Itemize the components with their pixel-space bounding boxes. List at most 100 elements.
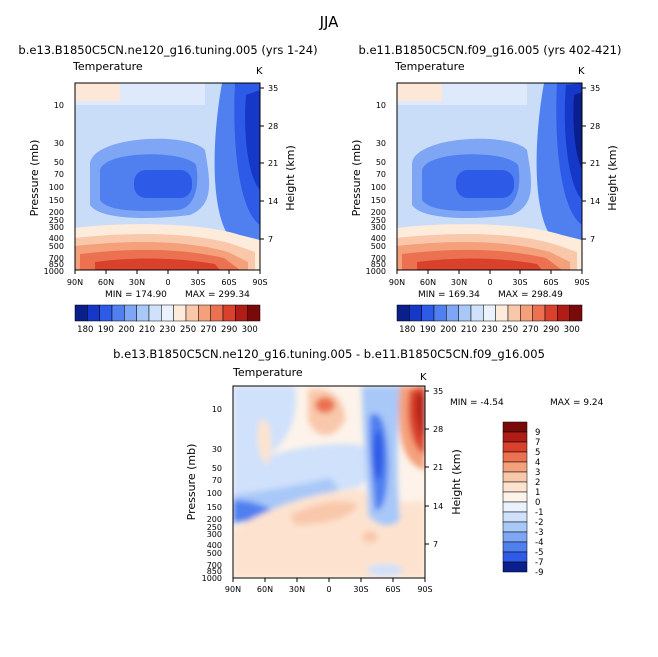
colorbar-swatch — [502, 521, 528, 533]
colorbar-label: 290 — [221, 325, 237, 335]
x-tick: 90N — [225, 578, 241, 594]
colorbar-swatch — [502, 501, 528, 513]
colorbar-swatch — [87, 304, 100, 322]
y2-axis-ticks: 35 28 21 14 7 — [582, 84, 600, 244]
colorbar-swatch — [421, 304, 435, 322]
panel-title: b.e11.B1850C5CN.f09_g16.005 (yrs 402-421… — [359, 43, 622, 57]
colorbar-label: 5 — [535, 448, 540, 458]
troposphere-warm-5 — [417, 258, 542, 270]
colorbar-swatch — [532, 304, 546, 322]
y2-tick-label: 7 — [433, 540, 438, 549]
polar-coldest-core — [573, 92, 582, 170]
colorbar-label: 7 — [535, 438, 540, 448]
colorbar-swatch — [458, 304, 472, 322]
colorbar-label: 2 — [535, 478, 540, 488]
y-axis-label: Pressure (mb) — [28, 140, 41, 217]
y-tick-label: 70 — [54, 170, 64, 179]
y2-tick-label: 7 — [268, 235, 273, 244]
y-tick-label: 10 — [212, 405, 222, 414]
y2-tick-label: 7 — [590, 235, 595, 244]
x-tick: 0 — [326, 578, 332, 594]
colorbar-label: 300 — [564, 325, 580, 335]
y2-axis-label: Height (km) — [284, 145, 297, 211]
colorbar-label: -9 — [535, 568, 543, 578]
min-value: MIN = 174.90 — [105, 290, 167, 300]
colorbar-swatch — [502, 551, 528, 563]
colorbar-label: 180 — [77, 325, 93, 335]
y-tick-label: 10 — [376, 101, 386, 110]
y-tick-label: 400 — [207, 541, 222, 550]
y-axis-ticks: 10 30 50 70 100 150 200 250 300 400 500 … — [202, 405, 222, 583]
colorbar-label: 9 — [535, 428, 540, 438]
y-tick-label: 30 — [212, 445, 222, 454]
colorbar-swatch — [247, 304, 261, 322]
y-tick-label: 150 — [371, 196, 386, 205]
colorbar-label: 190 — [420, 325, 436, 335]
x-tick-label: 60N — [98, 278, 114, 287]
x-tick-label: 30N — [289, 585, 305, 594]
y-tick-label: 500 — [371, 242, 386, 251]
colorbar-swatch — [502, 461, 528, 473]
panel-model-b: b.e11.B1850C5CN.f09_g16.005 (yrs 402-421… — [350, 43, 621, 335]
y-axis-label: Pressure (mb) — [350, 140, 363, 217]
colorbar-swatch — [396, 304, 410, 322]
y-tick-label: 30 — [376, 139, 386, 148]
colorbar-label: 1 — [535, 488, 540, 498]
x-tick: 30N — [451, 270, 467, 287]
colorbar-label: 3 — [535, 468, 540, 478]
colorbar-label: 0 — [535, 498, 540, 508]
colorbar-label: -3 — [535, 528, 543, 538]
y2-tick-label: 35 — [433, 387, 443, 396]
colorbar-label: 250 — [180, 325, 196, 335]
y-tick-label: 700 — [371, 254, 386, 263]
y-tick-label: 850 — [371, 260, 386, 269]
units-label: K — [256, 66, 263, 77]
y-tick-label: 50 — [212, 464, 222, 473]
x-tick-label: 90S — [417, 585, 432, 594]
colorbar-swatch — [235, 304, 248, 322]
x-tick-label: 30N — [451, 278, 467, 287]
x-tick-label: 30S — [512, 278, 527, 287]
x-tick: 90N — [67, 270, 83, 287]
y-tick-label: 700 — [49, 254, 64, 263]
max-value: MAX = 9.24 — [550, 398, 604, 408]
colorbar-label: 270 — [522, 325, 538, 335]
colorbar-label: -7 — [535, 558, 543, 568]
y-tick-label: 850 — [49, 260, 64, 269]
figure-title: JJA — [319, 13, 340, 31]
y-tick-label: 50 — [54, 158, 64, 167]
y-tick-label: 200 — [207, 515, 222, 524]
x-tick: 30S — [512, 270, 528, 287]
contour-field — [233, 386, 425, 578]
x-tick-label: 30N — [129, 278, 145, 287]
colorbar-swatch — [99, 304, 113, 322]
colorbar-swatch — [569, 304, 583, 322]
colorbar-label: 210 — [461, 325, 477, 335]
troposphere-warm-5 — [95, 258, 220, 270]
colorbar-label: 270 — [200, 325, 216, 335]
mid-warm-patch — [257, 419, 272, 465]
y-tick-label: 400 — [49, 234, 64, 243]
colorbar-swatch — [502, 531, 528, 543]
x-axis-ticks: 90N 60N 30N 0 30S 60S 90S — [389, 270, 590, 287]
y2-tick-label: 28 — [433, 425, 443, 434]
x-tick: 90N — [389, 270, 405, 287]
y-tick-label: 1000 — [366, 267, 386, 276]
colorbar-label: 230 — [159, 325, 175, 335]
y2-axis-label: Height (km) — [606, 145, 619, 211]
upper-tropical-warm-core — [315, 397, 335, 413]
colorbar-swatch — [409, 304, 422, 322]
y-tick-label: 100 — [207, 489, 222, 498]
upper-warm-patch — [75, 83, 120, 101]
y-tick-label: 200 — [371, 208, 386, 217]
panel-difference: b.e13.B1850C5CN.ne120_g16.tuning.005 - b… — [113, 347, 604, 594]
x-tick: 0 — [165, 270, 171, 287]
colorbar-swatch — [136, 304, 150, 322]
min-value: MIN = 169.34 — [418, 290, 480, 300]
x-tick-label: 60S — [543, 278, 558, 287]
x-tick: 30N — [289, 578, 305, 594]
colorbar-swatch — [502, 541, 528, 553]
colorbar-label: 290 — [543, 325, 559, 335]
tropical-cold-core — [456, 170, 514, 198]
y-tick-label: 150 — [207, 503, 222, 512]
